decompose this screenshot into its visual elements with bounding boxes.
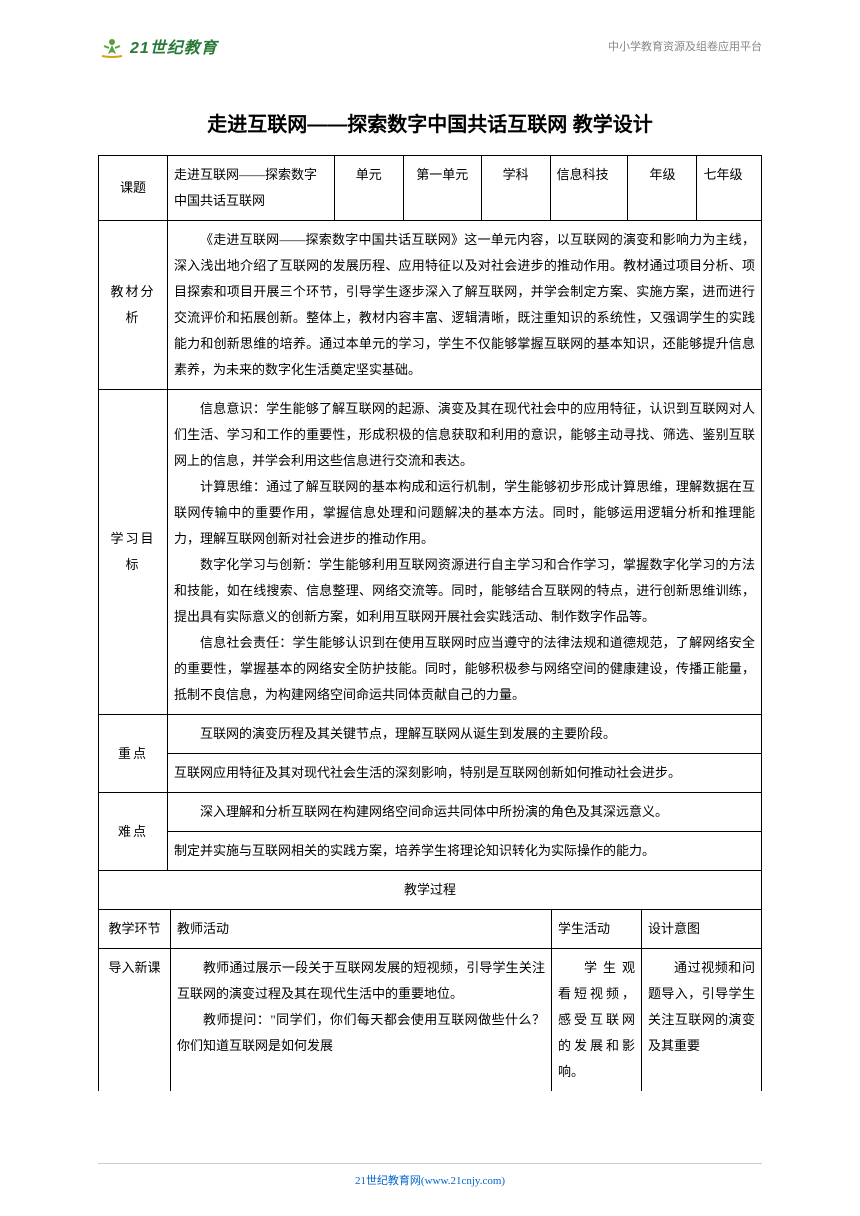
meta-row: 课题 走进互联网——探索数字中国共话互联网 单元 第一单元 学科 信息科技 年级… [99,156,762,221]
logo-icon [98,32,126,60]
process-header-row: 教学过程 [99,871,762,910]
keypoints-label: 重点 [99,715,168,793]
keypoints-row-1: 重点 互联网的演变历程及其关键节点，理解互联网从诞生到发展的主要阶段。 [99,715,762,754]
objectives-row: 学习目标 信息意识：学生能够了解互联网的起源、演变及其在现代社会中的应用特征，认… [99,390,762,715]
process-student-intro: 学生观看短视频，感受互联网的发展和影响。 [552,949,642,1092]
material-analysis-text: 《走进互联网——探索数字中国共话互联网》这一单元内容，以互联网的演变和影响力为主… [167,221,761,390]
objectives-label: 学习目标 [99,390,168,715]
material-analysis-row: 教材分析 《走进互联网——探索数字中国共话互联网》这一单元内容，以互联网的演变和… [99,221,762,390]
process-col-student: 学生活动 [552,910,642,949]
objective-info-awareness: 信息意识：学生能够了解互联网的起源、演变及其在现代社会中的应用特征，认识到互联网… [174,396,755,474]
process-phase-intro: 导入新课 [99,949,171,1092]
page-header: 21世纪教育 中小学教育资源及组卷应用平台 [98,32,762,60]
keypoints-row-2: 互联网应用特征及其对现代社会生活的深刻影响，特别是互联网创新如何推动社会进步。 [99,754,762,793]
process-cols-row: 教学环节 教师活动 学生活动 设计意图 [99,910,762,949]
process-col-intent: 设计意图 [642,910,762,949]
difficulties-p2: 制定并实施与互联网相关的实践方案，培养学生将理论知识转化为实际操作的能力。 [167,832,761,871]
keypoints-p2: 互联网应用特征及其对现代社会生活的深刻影响，特别是互联网创新如何推动社会进步。 [167,754,761,793]
process-table: 教学环节 教师活动 学生活动 设计意图 导入新课 教师通过展示一段关于互联网发展… [98,910,762,1091]
meta-grade-label: 年级 [628,156,697,221]
objective-computational-thinking: 计算思维：通过了解互联网的基本构成和运行机制，学生能够初步形成计算思维，理解数据… [174,474,755,552]
footer-text: 21世纪教育网(www.21cnjy.com) [355,1175,505,1187]
logo-text: 21世纪教育 [130,34,218,58]
header-platform-text: 中小学教育资源及组卷应用平台 [608,38,762,54]
objective-digital-learning: 数字化学习与创新：学生能够利用互联网资源进行自主学习和合作学习，掌握数字化学习的… [174,552,755,630]
meta-subject-value: 信息科技 [550,156,628,221]
difficulties-row-2: 制定并实施与互联网相关的实践方案，培养学生将理论知识转化为实际操作的能力。 [99,832,762,871]
process-col-phase: 教学环节 [99,910,171,949]
process-header: 教学过程 [99,871,762,910]
teacher-activity-2: 教师提问："同学们，你们每天都会使用互联网做些什么？你们知道互联网是如何发展 [177,1007,545,1059]
difficulties-label: 难点 [99,793,168,871]
footer-divider [98,1163,762,1164]
meta-subject-label: 学科 [481,156,550,221]
objective-social-responsibility: 信息社会责任：学生能够认识到在使用互联网时应当遵守的法律法规和道德规范，了解网络… [174,630,755,708]
objectives-text: 信息意识：学生能够了解互联网的起源、演变及其在现代社会中的应用特征，认识到互联网… [167,390,761,715]
process-row-intro: 导入新课 教师通过展示一段关于互联网发展的短视频，引导学生关注互联网的演变过程及… [99,949,762,1092]
keypoints-p1: 互联网的演变历程及其关键节点，理解互联网从诞生到发展的主要阶段。 [167,715,761,754]
page-footer: 21世纪教育网(www.21cnjy.com) [0,1163,860,1188]
teacher-activity-1: 教师通过展示一段关于互联网发展的短视频，引导学生关注互联网的演变过程及其在现代生… [177,955,545,1007]
process-col-teacher: 教师活动 [171,910,552,949]
meta-unit-value: 第一单元 [403,156,481,221]
document-content: 走进互联网——探索数字中国共话互联网 教学设计 课题 走进互联网——探索数字中国… [98,108,762,1091]
page-title: 走进互联网——探索数字中国共话互联网 教学设计 [98,108,762,137]
meta-topic-label: 课题 [99,156,168,221]
meta-topic-value: 走进互联网——探索数字中国共话互联网 [167,156,334,221]
process-teacher-intro: 教师通过展示一段关于互联网发展的短视频，引导学生关注互联网的演变过程及其在现代生… [171,949,552,1092]
meta-grade-value: 七年级 [697,156,762,221]
meta-unit-label: 单元 [334,156,403,221]
difficulties-p1: 深入理解和分析互联网在构建网络空间命运共同体中所扮演的角色及其深远意义。 [167,793,761,832]
logo: 21世纪教育 [98,32,218,60]
material-analysis-label: 教材分析 [99,221,168,390]
difficulties-row-1: 难点 深入理解和分析互联网在构建网络空间命运共同体中所扮演的角色及其深远意义。 [99,793,762,832]
lesson-plan-table: 课题 走进互联网——探索数字中国共话互联网 单元 第一单元 学科 信息科技 年级… [98,155,762,910]
process-intent-intro: 通过视频和问题导入，引导学生关注互联网的演变及其重要 [642,949,762,1092]
